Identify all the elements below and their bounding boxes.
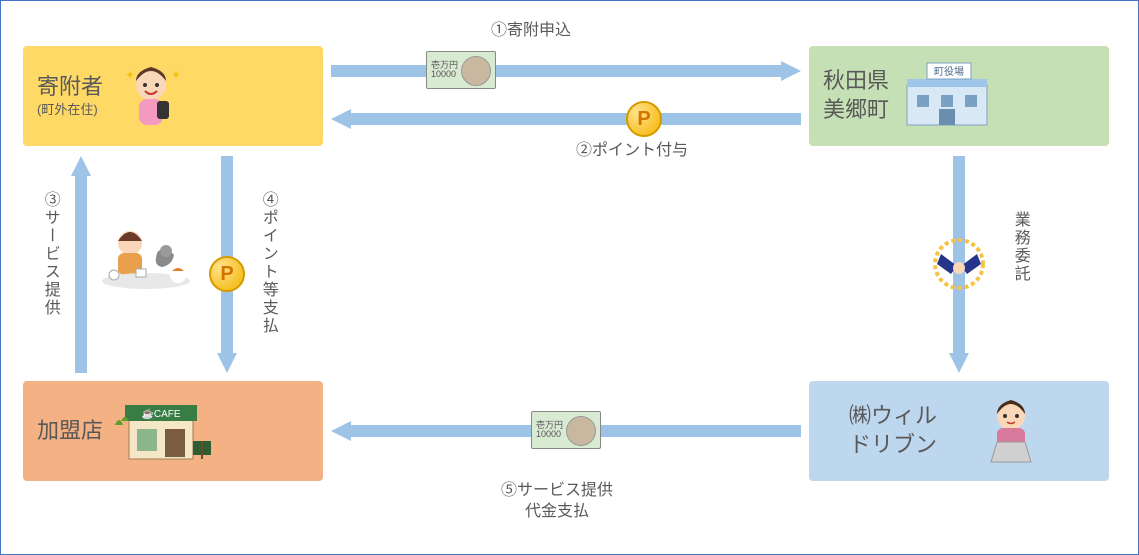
svg-text:✦: ✦ (125, 68, 135, 82)
node-town-title: 秋田県 (823, 67, 889, 96)
label-e3: ③サービス提供 (39, 191, 60, 317)
svg-text:☕CAFE: ☕CAFE (141, 407, 180, 420)
handshake-icon (931, 236, 987, 292)
bill-bottom: 10000 (431, 70, 458, 79)
node-donor-sub: (町外在住) (37, 102, 103, 119)
arrow-e3 (71, 156, 91, 373)
label-e6: ⑤サービス提供 代金支払 (501, 481, 613, 523)
label-e1: ①寄附申込 (491, 21, 571, 42)
svg-text:✦: ✦ (171, 68, 181, 82)
node-shop: 加盟店 ☕CAFE (23, 381, 323, 481)
point-coin-icon: P (209, 256, 245, 292)
townhall-icon: 町役場 (897, 61, 997, 131)
node-company-title: ㈱ウィル (849, 402, 937, 431)
person-happy-icon: ✦ ✦ (111, 61, 191, 131)
arrow-e2 (331, 109, 801, 129)
cafe-icon: ☕CAFE (111, 396, 221, 466)
node-company: ㈱ウィル ドリブン (809, 381, 1109, 481)
diagram-canvas: 寄附者 (町外在住) ✦ ✦ 秋田県 美郷町 (0, 0, 1139, 555)
node-shop-title: 加盟店 (37, 417, 103, 446)
operator-icon (971, 396, 1051, 466)
label-e2: ②ポイント付与 (576, 141, 688, 162)
point-coin-icon: P (626, 101, 662, 137)
bill-bottom: 10000 (536, 430, 563, 439)
node-company-sub: ドリブン (849, 431, 937, 460)
banknote-icon: 壱万円10000 (531, 411, 601, 449)
arrow-e1 (331, 61, 801, 81)
svg-text:町役場: 町役場 (934, 65, 964, 78)
label-e5: 業務委託 (1009, 211, 1030, 283)
node-town-sub: 美郷町 (823, 96, 889, 125)
node-donor-title: 寄附者 (37, 73, 103, 102)
banknote-icon: 壱万円10000 (426, 51, 496, 89)
label-e4: ④ポイント等支払 (257, 191, 278, 335)
node-donor: 寄附者 (町外在住) ✦ ✦ (23, 46, 323, 146)
node-town: 秋田県 美郷町 町役場 (809, 46, 1109, 146)
cafe-table-icon (96, 221, 196, 301)
